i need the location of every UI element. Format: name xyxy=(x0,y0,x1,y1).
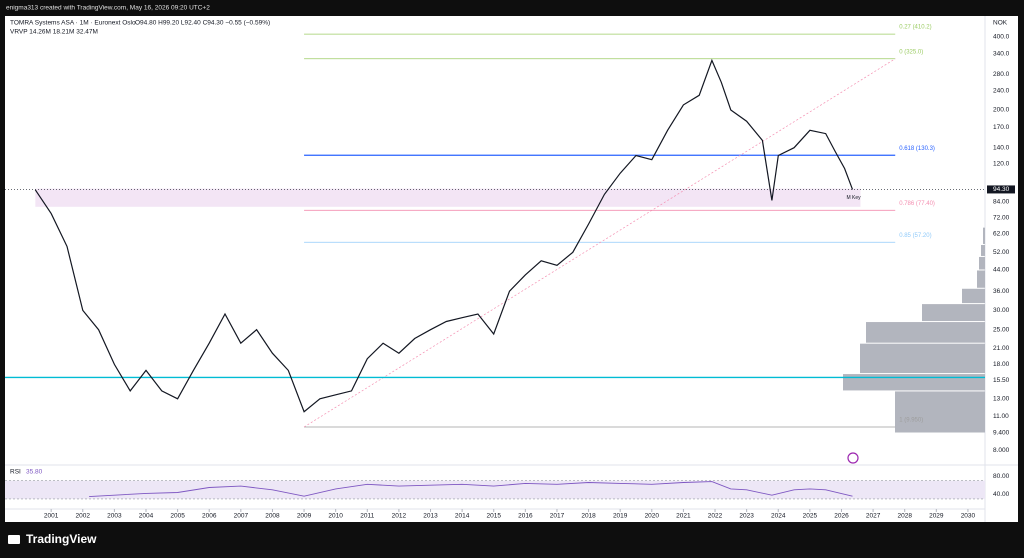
y-tick-label: 280.0 xyxy=(993,71,1010,78)
x-tick-label: 2003 xyxy=(107,513,122,520)
x-tick-label: 2020 xyxy=(645,513,660,520)
x-tick-label: 2007 xyxy=(234,513,249,520)
y-tick-label: 240.0 xyxy=(993,87,1010,94)
y-tick-label: 36.00 xyxy=(993,288,1010,295)
y-tick-label: 72.00 xyxy=(993,215,1010,222)
x-tick-label: 2011 xyxy=(360,513,374,520)
fib-label: 0.27 (410.2) xyxy=(899,25,931,31)
x-tick-label: 2022 xyxy=(708,513,723,520)
y-tick-label: 13.00 xyxy=(993,395,1010,402)
volume-profile-bar xyxy=(922,304,985,322)
volume-profile-bar xyxy=(860,343,985,374)
y-tick-label: 140.0 xyxy=(993,144,1010,151)
indicator: VRVP 14.26M 18.21M 32.47M xyxy=(10,29,98,36)
y-tick-label: 200.0 xyxy=(993,107,1010,114)
x-tick-label: 2028 xyxy=(897,513,912,520)
symbol-title: TOMRA Systems ASA · 1M · Euronext Oslo xyxy=(10,20,136,27)
rsi-tick-label: 80.00 xyxy=(993,473,1010,480)
y-tick-label: 11.00 xyxy=(993,413,1009,420)
key-zone xyxy=(35,188,861,207)
y-tick-label: 21.00 xyxy=(993,345,1010,352)
x-tick-label: 2006 xyxy=(202,513,217,520)
x-tick-label: 2027 xyxy=(866,513,881,520)
y-tick-label: 120.0 xyxy=(993,161,1010,168)
y-tick-label: 25.00 xyxy=(993,326,1010,333)
x-tick-label: 2013 xyxy=(423,513,438,520)
rsi-band xyxy=(5,480,985,499)
x-tick-label: 2025 xyxy=(803,513,818,520)
x-tick-label: 2018 xyxy=(581,513,596,520)
y-tick-label: 18.00 xyxy=(993,361,1010,368)
y-tick-label: 9.400 xyxy=(993,430,1010,437)
last-price-box xyxy=(987,185,1015,194)
x-tick-label: 2029 xyxy=(929,513,944,520)
price-line xyxy=(34,58,854,413)
x-tick-label: 2001 xyxy=(44,513,59,520)
x-tick-label: 2030 xyxy=(961,513,976,520)
x-tick-label: 2010 xyxy=(328,513,343,520)
trend-line xyxy=(303,58,896,428)
alert-icon[interactable] xyxy=(847,452,859,464)
credit: enigma313 created with TradingView.com, … xyxy=(6,5,210,12)
last-price-label: 94.30 xyxy=(993,186,1010,193)
y-tick-label: 44.00 xyxy=(993,267,1010,274)
y-tick-label: 84.00 xyxy=(993,198,1010,205)
rsi-last: 35.80 xyxy=(26,469,43,476)
y-tick-label: 62.00 xyxy=(993,230,1010,237)
x-tick-label: 2024 xyxy=(771,513,786,520)
chart-background xyxy=(5,16,1018,522)
rsi-line xyxy=(89,481,853,498)
x-tick-label: 2015 xyxy=(487,513,502,520)
x-tick-label: 2009 xyxy=(297,513,312,520)
y-tick-label: 170.0 xyxy=(993,124,1010,131)
x-tick-label: 2005 xyxy=(170,513,185,520)
rsi-tick-label: 40.00 xyxy=(993,491,1010,498)
x-tick-label: 2017 xyxy=(550,513,565,520)
volume-profile-bar xyxy=(843,374,985,391)
fib-label: 0.786 (77.40) xyxy=(899,201,935,207)
key-zone-label: M Key xyxy=(846,195,861,201)
x-tick-label: 2023 xyxy=(739,513,754,520)
x-tick-label: 2012 xyxy=(392,513,407,520)
y-tick-label: 52.00 xyxy=(993,249,1010,256)
x-tick-label: 2026 xyxy=(834,513,849,520)
volume-profile-bar xyxy=(981,244,985,256)
x-tick-label: 2019 xyxy=(613,513,628,520)
rsi-title: RSI xyxy=(10,469,21,476)
volume-profile-bar xyxy=(977,270,985,288)
currency: NOK xyxy=(993,20,1008,27)
x-tick-label: 2021 xyxy=(676,513,691,520)
x-tick-label: 2016 xyxy=(518,513,533,520)
y-tick-label: 15.50 xyxy=(993,377,1010,384)
y-tick-label: 30.00 xyxy=(993,307,1010,314)
ohlc: O94.80 H99.20 L92.40 C94.30 −0.55 (−0.59… xyxy=(135,20,270,27)
brand: TradingView xyxy=(26,532,97,546)
brand-logo xyxy=(8,535,20,544)
x-tick-label: 2002 xyxy=(76,513,91,520)
fib-label: 0.85 (57.20) xyxy=(899,233,931,239)
volume-profile-bar xyxy=(983,227,985,244)
volume-profile-bar xyxy=(895,391,985,433)
volume-profile-bar xyxy=(866,322,985,343)
volume-profile-bar xyxy=(979,256,985,270)
fib-label: 0 (325.0) xyxy=(899,49,923,55)
y-tick-label: 400.0 xyxy=(993,34,1010,41)
y-tick-label: 340.0 xyxy=(993,51,1010,58)
x-tick-label: 2004 xyxy=(139,513,154,520)
fib-label: 1 (9.950) xyxy=(899,418,923,424)
fib-label: 0.618 (130.3) xyxy=(899,146,935,152)
x-tick-label: 2014 xyxy=(455,513,470,520)
volume-profile-bar xyxy=(962,288,985,304)
y-tick-label: 8.000 xyxy=(993,447,1010,454)
x-tick-label: 2008 xyxy=(265,513,280,520)
